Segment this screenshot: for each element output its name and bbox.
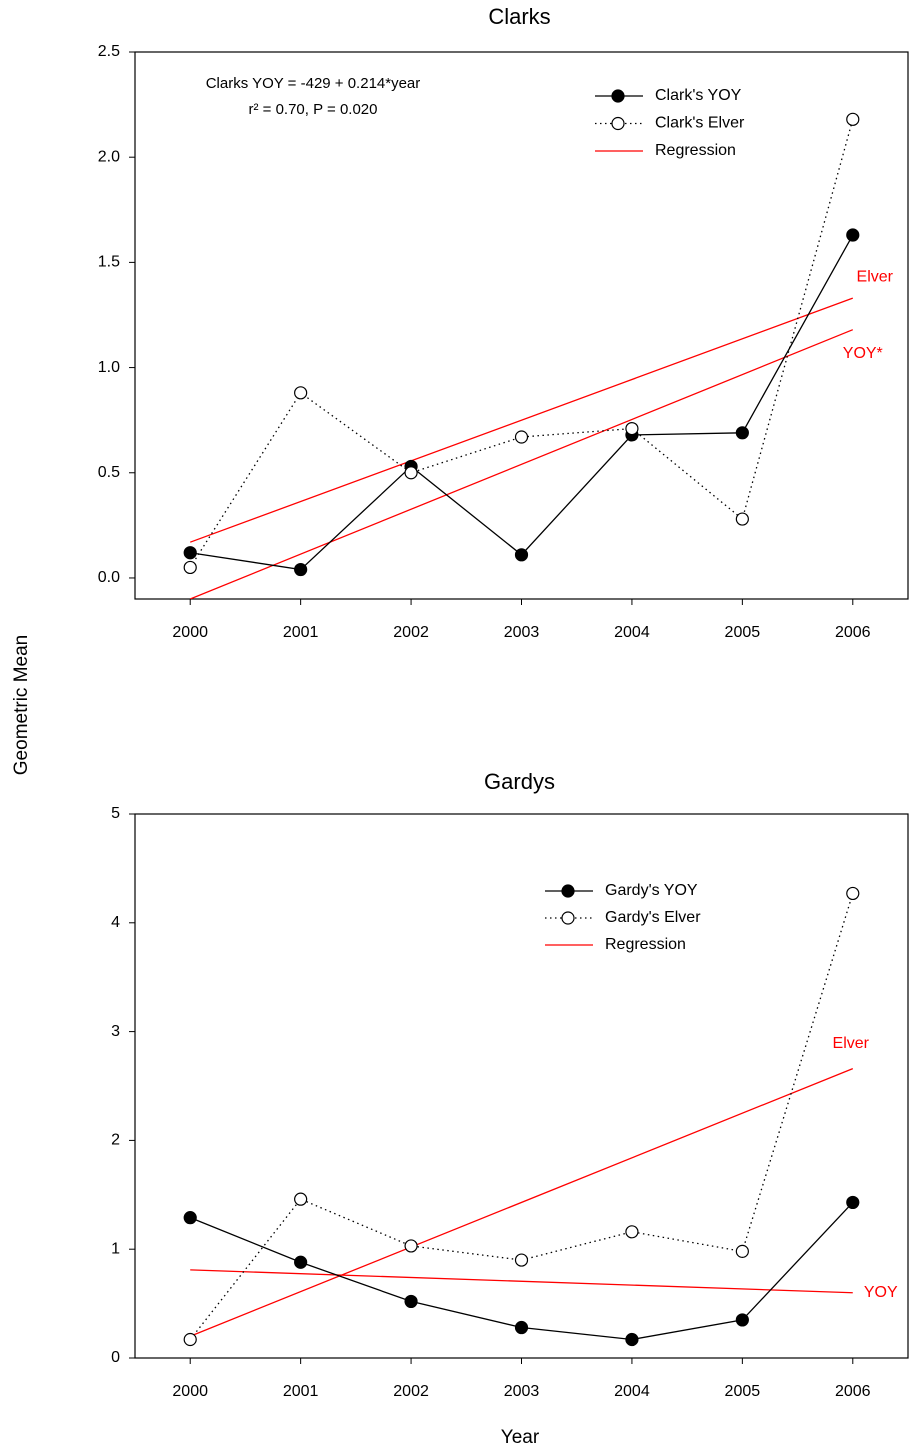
- x-tick-label: 2004: [614, 624, 650, 641]
- regression-line: [189, 329, 854, 599]
- y-tick-label: 0.0: [98, 569, 120, 586]
- y-tick-label: 2.0: [98, 148, 120, 165]
- regression-label: YOY: [864, 1284, 898, 1301]
- y-tick-label: 0: [111, 1349, 120, 1366]
- data-point: [735, 1313, 749, 1327]
- x-tick-label: 2001: [283, 1383, 319, 1400]
- data-point: [514, 430, 529, 444]
- regression-line: [189, 297, 854, 543]
- x-tick-label: 2006: [835, 1383, 871, 1400]
- data-point: [404, 1294, 418, 1309]
- data-point: [735, 426, 749, 440]
- data-point: [183, 1332, 197, 1347]
- y-tick-label: 0.5: [98, 464, 120, 481]
- regression-label: Elver: [833, 1035, 870, 1052]
- x-tick-label: 2004: [614, 1383, 650, 1400]
- x-axis-label: Year: [501, 1427, 540, 1448]
- legend-marker: [611, 116, 625, 131]
- legend-label: Gardy's Elver: [605, 909, 701, 926]
- y-tick-label: 1.0: [98, 359, 120, 376]
- data-point: [294, 562, 308, 577]
- data-point: [846, 112, 860, 126]
- x-tick-label: 2002: [393, 1383, 429, 1400]
- data-point: [183, 546, 197, 560]
- y-tick-label: 1.5: [98, 254, 120, 271]
- chart-title: Gardys: [484, 769, 555, 794]
- data-point: [294, 1192, 308, 1206]
- data-point: [846, 1195, 860, 1210]
- y-tick-label: 2: [111, 1132, 120, 1149]
- x-tick-label: 2002: [393, 624, 429, 641]
- annotation: r² = 0.70, P = 0.020: [249, 101, 378, 118]
- regression-line: [190, 1269, 853, 1294]
- series-line: [189, 893, 854, 1340]
- regression-line: [189, 1067, 854, 1337]
- x-tick-label: 2005: [725, 1383, 761, 1400]
- data-point: [183, 1211, 197, 1225]
- data-point: [514, 1253, 529, 1267]
- data-point: [404, 1239, 418, 1253]
- x-tick-label: 2000: [172, 624, 208, 641]
- data-point: [735, 1244, 749, 1258]
- data-point: [294, 386, 308, 400]
- x-tick-label: 2003: [504, 624, 540, 641]
- legend-marker: [561, 911, 575, 925]
- y-tick-label: 4: [111, 914, 120, 931]
- y-tick-label: 3: [111, 1023, 120, 1040]
- y-tick-label: 1: [111, 1240, 120, 1257]
- legend-label: Regression: [605, 936, 686, 953]
- data-point: [514, 548, 529, 562]
- x-tick-label: 2005: [725, 624, 761, 641]
- data-point: [183, 560, 197, 575]
- regression-label: YOY*: [843, 345, 883, 362]
- x-tick-label: 2000: [172, 1383, 208, 1400]
- regression-label: Elver: [857, 268, 894, 285]
- plot-frame: [134, 51, 909, 600]
- data-point: [846, 228, 860, 242]
- x-tick-label: 2003: [504, 1383, 540, 1400]
- plot-frame: [134, 813, 909, 1359]
- x-tick-label: 2001: [283, 624, 319, 641]
- data-point: [625, 1225, 639, 1239]
- series-line: [190, 234, 854, 571]
- y-axis-label: Geometric Mean: [11, 635, 32, 775]
- y-tick-label: 2.5: [98, 43, 120, 60]
- data-point: [846, 886, 860, 901]
- annotation: Clarks YOY = -429 + 0.214*year: [206, 75, 421, 92]
- y-tick-label: 5: [111, 805, 120, 822]
- legend-label: Gardy's YOY: [605, 882, 698, 899]
- data-point: [294, 1255, 308, 1269]
- series-line: [189, 119, 854, 568]
- legend-marker: [561, 884, 575, 898]
- series-line: [189, 1201, 854, 1341]
- x-tick-label: 2006: [835, 624, 871, 641]
- legend-label: Clark's Elver: [655, 115, 745, 132]
- legend-label: Regression: [655, 142, 736, 159]
- data-point: [735, 512, 749, 526]
- data-point: [625, 421, 639, 436]
- chart-title: Clarks: [488, 4, 550, 29]
- data-point: [514, 1320, 529, 1335]
- legend-label: Clark's YOY: [655, 87, 742, 104]
- data-point: [625, 1332, 639, 1347]
- data-point: [404, 466, 418, 480]
- legend-marker: [611, 89, 625, 103]
